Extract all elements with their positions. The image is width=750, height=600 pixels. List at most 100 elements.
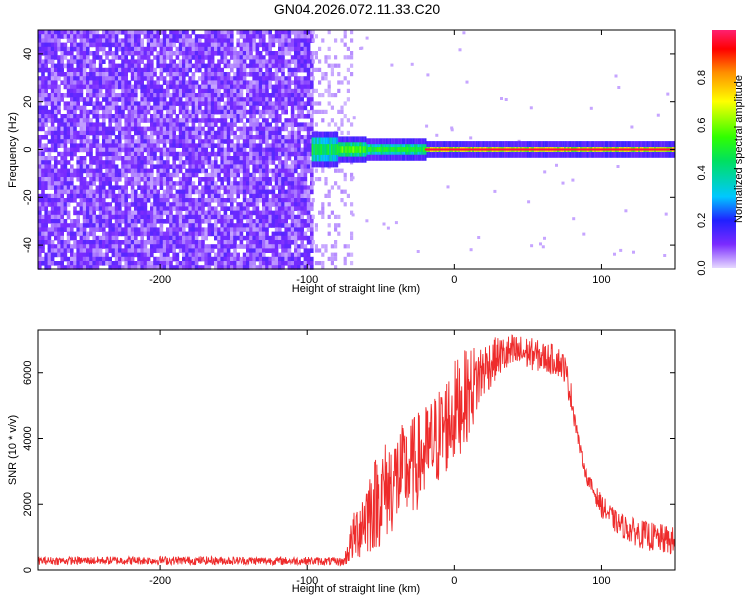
- heatmap-cell: [300, 55, 304, 60]
- heatmap-cell: [175, 101, 180, 106]
- heatmap-cell: [73, 231, 77, 237]
- heatmap-cell: [198, 248, 202, 253]
- heatmap-cell: [124, 80, 128, 85]
- heatmap-cell: [346, 88, 350, 93]
- heatmap-cell: [255, 164, 260, 169]
- heatmap-cell: [294, 63, 298, 69]
- heatmap-cell: [143, 105, 148, 111]
- heatmap-cell: [175, 135, 180, 140]
- heatmap-cell: [310, 93, 314, 98]
- heatmap-cell: [220, 105, 224, 111]
- heatmap-cell: [271, 214, 276, 220]
- heatmap-cell: [223, 210, 228, 216]
- heatmap-cell: [274, 126, 279, 132]
- heatmap-cell: [246, 177, 250, 182]
- heatmap-cell: [134, 240, 138, 245]
- heatmap-cell: [63, 126, 68, 132]
- heatmap-cell: [89, 84, 93, 90]
- heatmap-cell: [86, 185, 90, 190]
- heatmap-cell: [217, 202, 221, 207]
- heatmap-cell: [86, 80, 90, 85]
- heatmap-cell: [327, 256, 331, 261]
- heatmap-cell: [140, 118, 144, 123]
- heatmap-cell: [318, 59, 322, 64]
- heatmap-cell: [255, 63, 260, 69]
- heatmap-cell: [50, 198, 55, 203]
- heatmap-cell: [191, 265, 196, 270]
- heatmap-cell: [63, 223, 68, 228]
- heatmap-cell: [159, 63, 164, 69]
- heatmap-cell: [156, 256, 160, 262]
- heatmap-cell: [322, 144, 325, 155]
- heatmap-cell: [140, 193, 144, 199]
- heatmap-cell: [223, 172, 228, 178]
- heatmap-cell: [150, 172, 154, 178]
- heatmap-cell: [287, 139, 292, 144]
- heatmap-cell: [86, 244, 90, 249]
- heatmap-cell: [214, 210, 218, 216]
- heatmap-cell: [162, 231, 167, 237]
- heatmap-cell: [249, 256, 253, 262]
- heatmap-cell: [185, 265, 189, 270]
- heatmap-cell: [207, 76, 212, 81]
- heatmap-cell: [108, 97, 112, 102]
- heatmap-cell: [246, 63, 250, 69]
- heatmap-cell: [82, 76, 87, 81]
- heatmap-cell: [89, 126, 93, 132]
- heatmap-cell: [102, 105, 106, 111]
- heatmap-cell: [284, 177, 288, 182]
- heatmap-cell: [236, 55, 240, 60]
- heatmap-cell: [124, 143, 128, 148]
- heatmap-cell: [121, 55, 125, 60]
- heatmap-cell: [339, 146, 342, 153]
- heatmap-cell: [178, 143, 183, 148]
- heatmap-cell: [57, 101, 61, 106]
- heatmap-cell: [95, 93, 100, 98]
- heatmap-cell: [166, 231, 170, 237]
- heatmap-cell: [303, 105, 308, 111]
- heatmap-cell: [236, 126, 240, 132]
- heatmap-cell: [265, 97, 269, 102]
- heatmap-cell: [54, 185, 58, 190]
- heatmap-cell: [114, 256, 119, 262]
- heatmap-cell: [185, 181, 189, 186]
- heatmap-cell: [114, 97, 119, 102]
- heatmap-cell: [95, 261, 100, 266]
- heatmap-cell: [89, 214, 93, 220]
- heatmap-cell: [268, 109, 272, 115]
- heatmap-cell: [150, 177, 154, 182]
- heatmap-cell: [249, 34, 253, 39]
- heatmap-cell: [121, 168, 125, 174]
- heatmap-cell: [111, 210, 116, 216]
- heatmap-cell: [274, 105, 279, 111]
- heatmap-cell: [175, 219, 180, 224]
- heatmap-cell: [214, 143, 218, 148]
- heatmap-cell: [63, 252, 68, 258]
- heatmap-cell: [188, 210, 192, 216]
- heatmap-cell: [54, 55, 58, 60]
- heatmap-cell: [166, 38, 170, 43]
- heatmap-cell: [159, 244, 164, 249]
- heatmap-cell: [169, 244, 173, 249]
- heatmap-cell: [108, 265, 112, 270]
- heatmap-cell: [191, 261, 196, 266]
- heatmap-cell: [44, 80, 48, 85]
- heatmap-cell: [258, 151, 263, 157]
- heatmap-cell: [274, 114, 279, 119]
- heatmap-cell: [166, 147, 170, 153]
- heatmap-cell: [382, 222, 386, 226]
- heatmap-cell: [175, 84, 180, 90]
- heatmap-cell: [236, 76, 240, 81]
- heatmap-cell: [76, 80, 80, 85]
- heatmap-cell: [252, 261, 256, 266]
- heatmap-cell: [194, 67, 199, 73]
- heatmap-cell: [111, 139, 116, 144]
- heatmap-cell: [114, 265, 119, 270]
- heatmap-cell: [118, 143, 122, 148]
- heatmap-cell: [82, 223, 87, 228]
- heatmap-cell: [210, 55, 215, 60]
- heatmap-cell: [375, 147, 378, 152]
- heatmap-cell: [294, 122, 298, 127]
- heatmap-cell: [143, 177, 148, 182]
- heatmap-cell: [271, 72, 276, 77]
